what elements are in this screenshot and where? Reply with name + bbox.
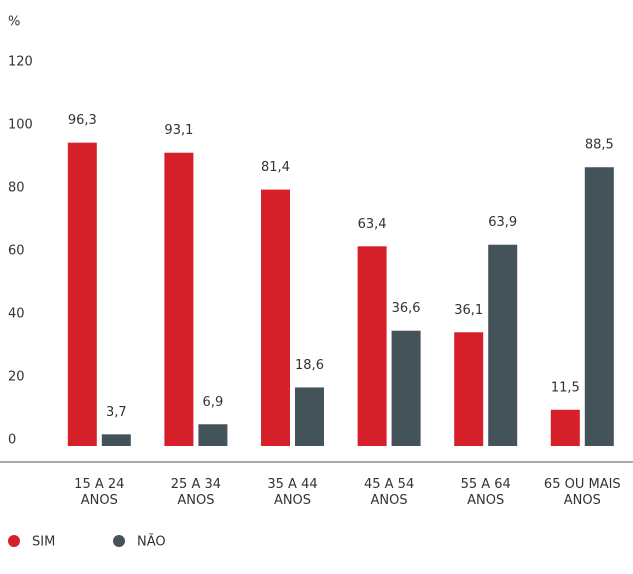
bar [101, 434, 131, 446]
bar [488, 244, 518, 446]
y-tick-label: 60 [8, 244, 25, 259]
bar [164, 152, 194, 447]
value-label: 3,7 [106, 405, 127, 420]
x-tick-label-line: 25 A 34 [171, 477, 221, 492]
bar [67, 142, 97, 446]
bar [550, 409, 580, 446]
x-tick-label-line: ANOS [371, 493, 408, 508]
x-tick-label: 65 OU MAIS ANOS [544, 477, 621, 508]
x-tick-label-line: 35 A 44 [267, 477, 317, 492]
legend-marker [113, 535, 125, 547]
x-tick-label-line: 65 OU MAIS [544, 477, 621, 492]
value-label: 63,4 [358, 217, 387, 232]
y-tick-label: 100 [8, 118, 33, 133]
x-tick-label: 25 A 34 ANOS [171, 477, 221, 508]
value-label: 93,1 [164, 123, 193, 138]
x-tick-label-line: ANOS [564, 493, 601, 508]
x-tick-label-line: 45 A 54 [364, 477, 414, 492]
y-tick-label: 40 [8, 307, 25, 322]
value-label: 63,9 [488, 215, 517, 230]
value-label: 18,6 [295, 358, 324, 373]
legend-marker [8, 535, 20, 547]
value-label: 96,3 [68, 113, 97, 128]
bar [584, 167, 614, 446]
value-label: 81,4 [261, 160, 290, 175]
y-tick-label: 0 [8, 433, 16, 448]
x-tick-label-line: 55 A 64 [461, 477, 511, 492]
x-tick-label-line: ANOS [81, 493, 118, 508]
value-label: 36,1 [454, 303, 483, 318]
x-tick-label: 15 A 24 ANOS [74, 477, 124, 508]
value-label: 88,5 [585, 138, 614, 153]
y-tick-label: 120 [8, 55, 33, 70]
value-label: 36,6 [392, 301, 421, 316]
x-tick-label: 35 A 44 ANOS [267, 477, 317, 508]
bar [261, 189, 290, 446]
value-label: 6,9 [203, 395, 224, 410]
y-tick-label: 80 [8, 181, 25, 196]
y-tick-label: 20 [8, 370, 25, 385]
bar [391, 330, 421, 446]
legend-label: NÃO [137, 534, 166, 550]
x-tick-label-line: ANOS [274, 493, 311, 508]
y-axis-label: % [8, 15, 20, 30]
legend-label: SIM [32, 535, 55, 550]
value-label: 11,5 [551, 380, 580, 395]
bar [198, 424, 228, 446]
bar [357, 246, 387, 446]
x-tick-label: 45 A 54 ANOS [364, 477, 414, 508]
bar [454, 332, 484, 446]
x-tick-label-line: ANOS [177, 493, 214, 508]
x-tick-label-line: ANOS [467, 493, 504, 508]
x-tick-label: 55 A 64 ANOS [461, 477, 511, 508]
x-tick-label-line: 15 A 24 [74, 477, 124, 492]
bar [295, 387, 324, 446]
